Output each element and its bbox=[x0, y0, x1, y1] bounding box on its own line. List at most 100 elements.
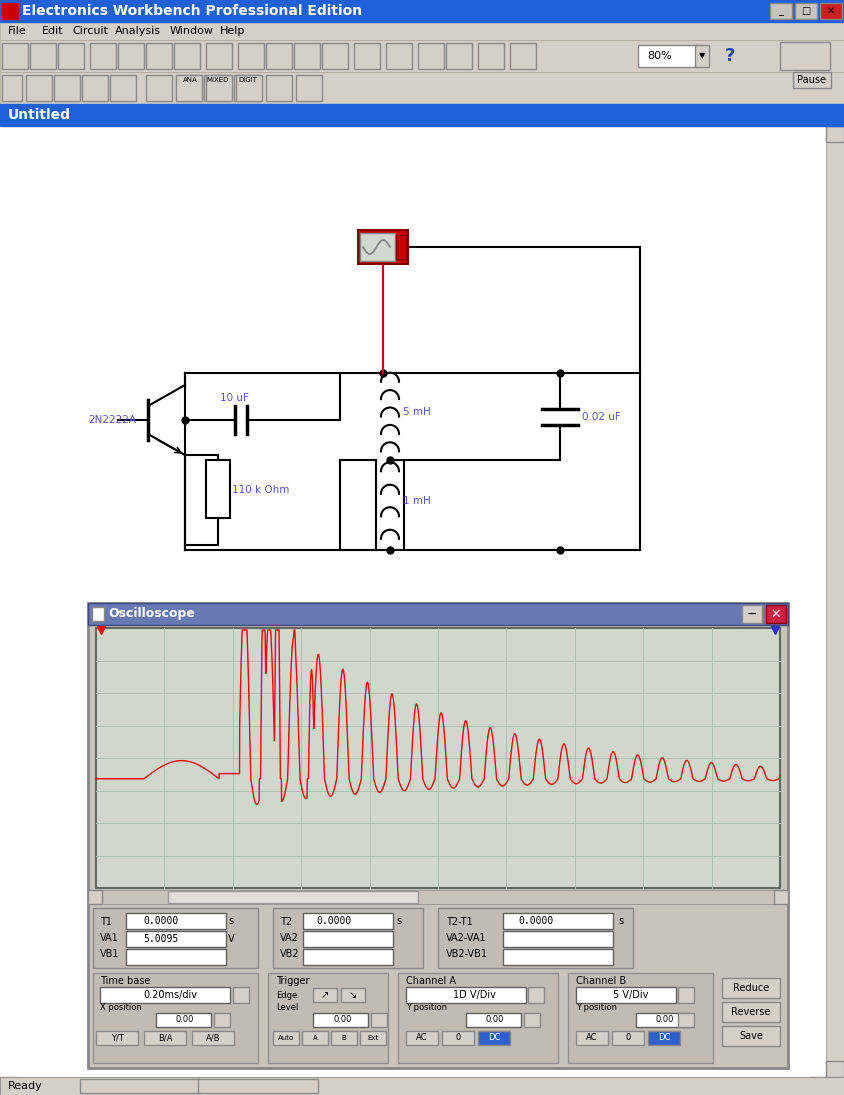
Text: VA2: VA2 bbox=[280, 933, 299, 943]
Bar bbox=[313, 1013, 368, 1027]
Text: 0.00: 0.00 bbox=[486, 1015, 505, 1025]
Bar bbox=[0, 1077, 16, 1093]
Bar bbox=[2, 74, 22, 101]
Bar bbox=[93, 973, 258, 1063]
Bar bbox=[478, 43, 504, 69]
Bar bbox=[398, 973, 558, 1063]
Bar bbox=[510, 43, 536, 69]
Text: Y position: Y position bbox=[576, 1003, 617, 1012]
Text: Time base: Time base bbox=[100, 976, 150, 986]
Bar bbox=[146, 43, 172, 69]
Bar bbox=[0, 104, 844, 126]
Text: B: B bbox=[342, 1035, 346, 1041]
Bar bbox=[118, 43, 144, 69]
Text: VB2-VB1: VB2-VB1 bbox=[446, 949, 488, 959]
Text: VA2-VA1: VA2-VA1 bbox=[446, 933, 486, 943]
Bar bbox=[168, 891, 418, 903]
Text: Level: Level bbox=[276, 1003, 299, 1012]
Bar bbox=[266, 74, 292, 101]
Bar bbox=[722, 1026, 780, 1046]
Text: Save: Save bbox=[739, 1031, 763, 1041]
Text: Channel B: Channel B bbox=[576, 976, 626, 986]
Text: File: File bbox=[8, 26, 27, 36]
Text: ↗: ↗ bbox=[321, 990, 329, 1000]
Text: s: s bbox=[618, 917, 623, 926]
Text: T2: T2 bbox=[280, 917, 292, 927]
Bar bbox=[206, 74, 232, 101]
Text: 0.20ms/div: 0.20ms/div bbox=[143, 990, 197, 1000]
Bar bbox=[446, 43, 472, 69]
Bar bbox=[528, 987, 544, 1003]
Text: 1 mH: 1 mH bbox=[403, 496, 430, 506]
Bar bbox=[678, 987, 694, 1003]
Bar bbox=[303, 913, 393, 929]
Text: A/B: A/B bbox=[206, 1034, 220, 1042]
Bar bbox=[793, 72, 831, 88]
Bar bbox=[96, 1031, 138, 1045]
Text: X position: X position bbox=[100, 1003, 142, 1012]
Text: 0: 0 bbox=[625, 1034, 630, 1042]
Bar bbox=[80, 1079, 200, 1093]
Bar bbox=[354, 43, 380, 69]
Bar bbox=[770, 3, 792, 19]
Bar bbox=[612, 1031, 644, 1045]
Bar bbox=[478, 1031, 510, 1045]
Text: Trigger: Trigger bbox=[276, 976, 310, 986]
Bar bbox=[0, 72, 844, 104]
Bar bbox=[331, 1031, 357, 1045]
Text: 0.00: 0.00 bbox=[656, 1015, 674, 1025]
Bar bbox=[524, 1013, 540, 1027]
Bar bbox=[826, 126, 844, 142]
Bar bbox=[442, 1031, 474, 1045]
Text: T1: T1 bbox=[100, 917, 112, 927]
Bar bbox=[88, 890, 102, 904]
Text: A: A bbox=[312, 1035, 317, 1041]
Text: 5 mH: 5 mH bbox=[403, 407, 430, 417]
Bar bbox=[322, 43, 348, 69]
Bar bbox=[126, 949, 226, 965]
Text: 5 V/Div: 5 V/Div bbox=[613, 990, 648, 1000]
Text: MIXED: MIXED bbox=[207, 77, 230, 83]
Text: VB1: VB1 bbox=[100, 949, 120, 959]
Text: 10 uF: 10 uF bbox=[220, 393, 249, 403]
Bar bbox=[774, 890, 788, 904]
Text: s: s bbox=[396, 917, 401, 926]
Text: Ext: Ext bbox=[367, 1035, 379, 1041]
Bar bbox=[126, 913, 226, 929]
Text: 0.00: 0.00 bbox=[333, 1015, 351, 1025]
Text: ?: ? bbox=[725, 47, 735, 65]
Bar bbox=[576, 1031, 608, 1045]
Bar bbox=[96, 629, 780, 888]
Bar bbox=[695, 45, 709, 67]
Text: B/A: B/A bbox=[158, 1034, 172, 1042]
Bar bbox=[0, 41, 844, 72]
Bar bbox=[266, 43, 292, 69]
Text: ✕: ✕ bbox=[827, 5, 835, 16]
Text: VB2: VB2 bbox=[280, 949, 300, 959]
Bar bbox=[30, 43, 56, 69]
Text: Channel A: Channel A bbox=[406, 976, 456, 986]
Text: 1D V/Div: 1D V/Div bbox=[453, 990, 496, 1000]
Text: Reverse: Reverse bbox=[731, 1007, 771, 1017]
Text: 80%: 80% bbox=[647, 51, 673, 61]
Bar bbox=[206, 43, 232, 69]
Text: 3.21 ms: 3.21 ms bbox=[110, 1081, 155, 1091]
Bar bbox=[341, 988, 365, 1002]
Text: 0.0000: 0.0000 bbox=[316, 917, 351, 926]
Bar bbox=[396, 235, 406, 260]
Text: Analysis: Analysis bbox=[115, 26, 161, 36]
Bar bbox=[466, 1013, 521, 1027]
Text: Edge: Edge bbox=[276, 991, 297, 1000]
Text: Oscilloscope: Oscilloscope bbox=[108, 608, 195, 621]
Bar bbox=[636, 1013, 691, 1027]
Text: 110 k Ohm: 110 k Ohm bbox=[232, 485, 289, 495]
Text: AC: AC bbox=[416, 1034, 428, 1042]
Bar bbox=[302, 1031, 328, 1045]
Text: Electronics Workbench Professional Edition: Electronics Workbench Professional Editi… bbox=[22, 4, 362, 18]
Bar bbox=[303, 949, 393, 965]
Bar bbox=[406, 1031, 438, 1045]
Bar bbox=[273, 1031, 299, 1045]
Bar bbox=[722, 978, 780, 998]
Bar bbox=[233, 987, 249, 1003]
Text: 0: 0 bbox=[456, 1034, 461, 1042]
